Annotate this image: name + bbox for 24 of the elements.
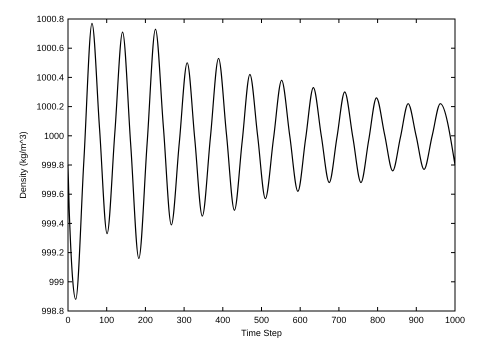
x-tick-label: 200 (138, 315, 153, 325)
y-tick-label: 999.2 (41, 248, 64, 258)
x-tick-label: 800 (370, 315, 386, 325)
x-tick-label: 500 (254, 315, 270, 325)
y-tick-label: 999 (48, 276, 64, 287)
y-tick-label: 1000.4 (36, 72, 64, 82)
x-tick-label: 100 (99, 315, 114, 325)
x-axis-title: Time Step (241, 328, 282, 338)
y-tick-label: 1000 (44, 130, 64, 141)
x-tick-label: 300 (176, 315, 192, 325)
x-tick-label: 600 (292, 315, 308, 325)
y-axis-title: Density (kg/m^3) (18, 131, 28, 199)
y-tick-label: 999.8 (41, 160, 64, 170)
x-tick-label: 900 (408, 315, 424, 325)
x-tick-label: 400 (215, 315, 230, 325)
y-tick-label: 999.4 (41, 218, 64, 228)
y-tick-label: 1000.6 (36, 43, 64, 54)
y-tick-label: 998.8 (41, 306, 64, 316)
y-tick-label: 1000.2 (36, 102, 64, 112)
x-tick-label: 700 (331, 315, 346, 325)
x-tick-label: 0 (65, 315, 71, 325)
y-tick-label: 999.6 (41, 189, 64, 200)
x-tick-label: 1000 (444, 315, 466, 325)
y-tick-label: 1000.8 (36, 14, 64, 24)
